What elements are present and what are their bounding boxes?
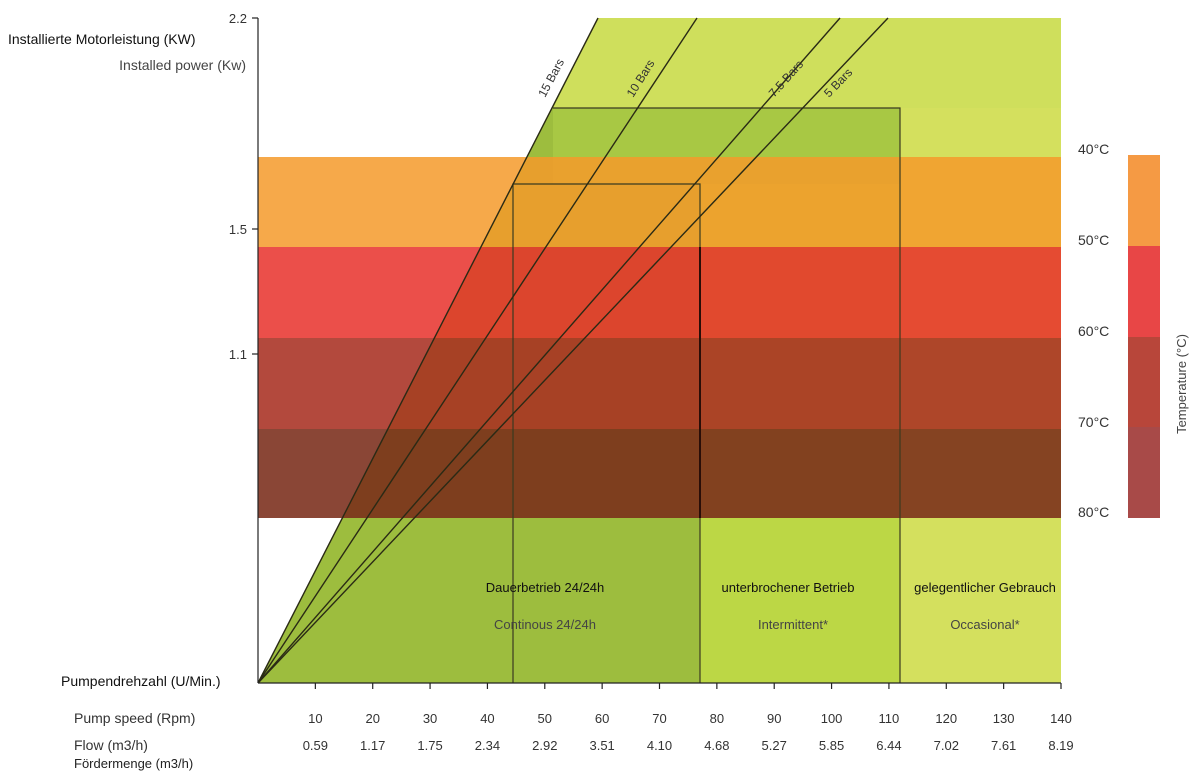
flow-tick-label: 3.51 <box>589 738 614 753</box>
temp-label-70: 70°C <box>1078 414 1109 430</box>
zone-boundaries <box>512 107 901 683</box>
temp-label-60: 60°C <box>1078 323 1109 339</box>
band-70-80 <box>258 429 1061 518</box>
zone-labels: Dauerbetrieb 24/24h Continous 24/24h unt… <box>486 580 1056 632</box>
pump-speed-tick-label: 120 <box>935 711 957 726</box>
band-40-50 <box>258 157 1061 247</box>
pump-speed-tick-label: 70 <box>652 711 666 726</box>
flow-tick-label: 5.27 <box>762 738 787 753</box>
flow-tick-label: 1.17 <box>360 738 385 753</box>
zone-label-intermittent-en: Intermittent* <box>758 617 828 632</box>
temp-label-50: 50°C <box>1078 232 1109 248</box>
flow-tick-label: 1.75 <box>417 738 442 753</box>
flow-tick-label: 4.68 <box>704 738 729 753</box>
zone-label-continuous-en: Continous 24/24h <box>494 617 596 632</box>
flow-tick-label: 2.34 <box>475 738 500 753</box>
pump-speed-tick-label: 60 <box>595 711 609 726</box>
legend-band-50-60 <box>1128 246 1160 337</box>
flow-tick-label: 7.02 <box>934 738 959 753</box>
flow-label: Flow (m3/h) <box>74 737 148 753</box>
flow-tick-label: 2.92 <box>532 738 557 753</box>
pump-speed-tick-label: 80 <box>710 711 724 726</box>
pump-speed-tick-label: 20 <box>365 711 379 726</box>
flow-tick-label: 6.44 <box>876 738 901 753</box>
pump-speed-tick-label: 50 <box>538 711 552 726</box>
pressure-line-7-5 <box>257 17 841 684</box>
flow-tick-label: 0.59 <box>303 738 328 753</box>
pump-speed-tick-label: 10 <box>308 711 322 726</box>
flow-tick-label: 4.10 <box>647 738 672 753</box>
temperature-title: Temperature (°C) <box>1174 334 1189 434</box>
band-60-70 <box>258 338 1061 429</box>
flow-tick-label: 5.85 <box>819 738 844 753</box>
zone-label-occasional-en: Occasional* <box>950 617 1019 632</box>
pressure-lines <box>257 17 889 684</box>
temperature-bands <box>258 157 1061 518</box>
pressure-line-10 <box>257 17 698 684</box>
y-axis-label-de: Installierte Motorleistung (KW) <box>8 31 196 47</box>
y-tick-label-1-1: 1.1 <box>229 347 247 362</box>
pressure-line-5 <box>257 17 889 684</box>
flow-label-de: Fördermenge (m3/h) <box>74 756 193 771</box>
zone-label-continuous-de: Dauerbetrieb 24/24h <box>486 580 605 595</box>
zone-label-occasional-de: gelegentlicher Gebrauch <box>914 580 1056 595</box>
pump-speed-label-de: Pumpendrehzahl (U/Min.) <box>61 673 221 689</box>
band-50-60 <box>258 247 1061 338</box>
pressure-line-15 <box>257 17 599 684</box>
pump-speed-tick-label: 90 <box>767 711 781 726</box>
pump-speed-label: Pump speed (Rpm) <box>74 710 195 726</box>
temp-label-40: 40°C <box>1078 141 1109 157</box>
pump-speed-tick-label: 40 <box>480 711 494 726</box>
pump-speed-tick-label: 110 <box>879 711 900 726</box>
pump-speed-tick-label: 130 <box>993 711 1015 726</box>
pump-speed-tick-label: 30 <box>423 711 437 726</box>
upper-envelope-area <box>553 18 1061 108</box>
x-ticks: 10 0.59 20 1.17 30 1.75 40 2.34 50 2.92 60 3.51 70 4.… <box>303 683 1074 753</box>
legend-band-70-80 <box>1128 427 1160 518</box>
legend-band-60-70 <box>1128 337 1160 427</box>
y-tick-label-2-2: 2.2 <box>229 11 247 26</box>
legend-band-40-50 <box>1128 155 1160 246</box>
y-axis-label-en: Installed power (Kw) <box>119 57 246 73</box>
temp-label-80: 80°C <box>1078 504 1109 520</box>
pump-speed-tick-label: 100 <box>821 711 843 726</box>
temperature-legend: 40°C 50°C 60°C 70°C 80°C Temperature (°C… <box>1078 141 1189 520</box>
flow-tick-label: 7.61 <box>991 738 1016 753</box>
y-tick-label-1-5: 1.5 <box>229 222 247 237</box>
boundary-intermittent <box>553 107 901 683</box>
flow-tick-label: 8.19 <box>1048 738 1073 753</box>
pump-speed-tick-label: 140 <box>1050 711 1072 726</box>
zone-label-intermittent-de: unterbrochener Betrieb <box>722 580 855 595</box>
